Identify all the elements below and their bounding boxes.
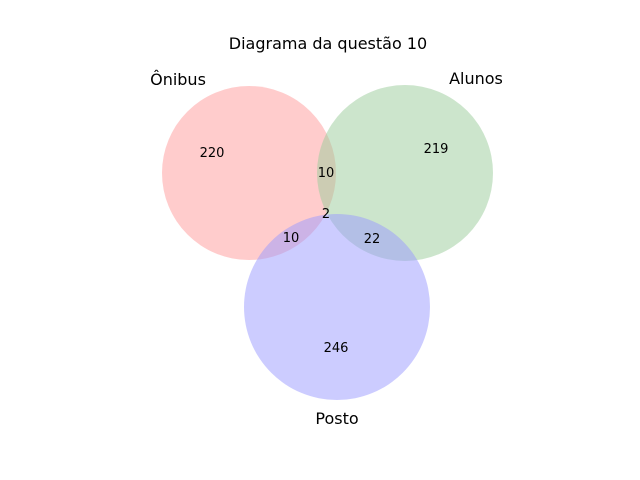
- region-onibus-posto: 10: [283, 231, 300, 246]
- set-label-onibus: Ônibus: [150, 70, 206, 89]
- posto-circle: [244, 214, 430, 400]
- venn-circles: [162, 85, 493, 400]
- region-alunos-posto: 22: [364, 232, 381, 247]
- region-posto-only: 246: [324, 341, 349, 356]
- region-all-three: 2: [322, 207, 330, 222]
- region-alunos-only: 219: [424, 142, 449, 157]
- alunos-circle: [317, 85, 493, 261]
- set-label-alunos: Alunos: [449, 69, 503, 88]
- region-onibus-alunos: 10: [318, 166, 335, 181]
- diagram-title: Diagrama da questão 10: [229, 34, 427, 53]
- region-onibus-only: 220: [200, 146, 225, 161]
- onibus-circle: [162, 86, 336, 260]
- set-label-posto: Posto: [315, 409, 358, 428]
